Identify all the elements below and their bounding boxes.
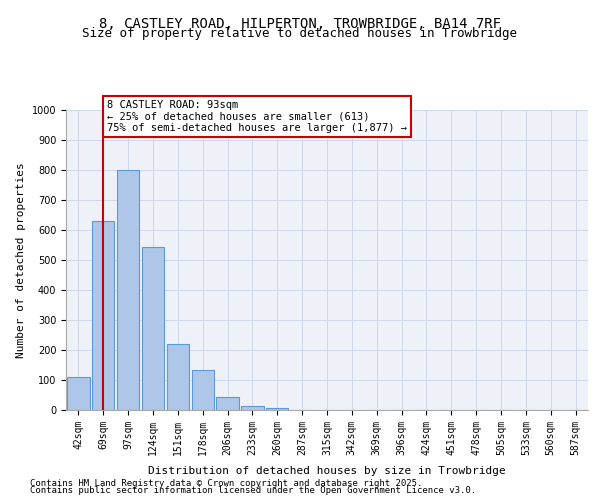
- Text: Contains HM Land Registry data © Crown copyright and database right 2025.: Contains HM Land Registry data © Crown c…: [30, 478, 422, 488]
- Text: 8 CASTLEY ROAD: 93sqm
← 25% of detached houses are smaller (613)
75% of semi-det: 8 CASTLEY ROAD: 93sqm ← 25% of detached …: [107, 100, 407, 133]
- Bar: [117, 170, 139, 410]
- Bar: [266, 408, 289, 410]
- Bar: [241, 406, 263, 410]
- Bar: [142, 246, 164, 410]
- X-axis label: Distribution of detached houses by size in Trowbridge: Distribution of detached houses by size …: [148, 466, 506, 476]
- Bar: [92, 221, 115, 410]
- Bar: [67, 377, 89, 410]
- Bar: [191, 370, 214, 410]
- Text: Size of property relative to detached houses in Trowbridge: Size of property relative to detached ho…: [83, 28, 517, 40]
- Bar: [217, 396, 239, 410]
- Bar: [167, 344, 189, 410]
- Text: 8, CASTLEY ROAD, HILPERTON, TROWBRIDGE, BA14 7RF: 8, CASTLEY ROAD, HILPERTON, TROWBRIDGE, …: [99, 18, 501, 32]
- Text: Contains public sector information licensed under the Open Government Licence v3: Contains public sector information licen…: [30, 486, 476, 495]
- Y-axis label: Number of detached properties: Number of detached properties: [16, 162, 26, 358]
